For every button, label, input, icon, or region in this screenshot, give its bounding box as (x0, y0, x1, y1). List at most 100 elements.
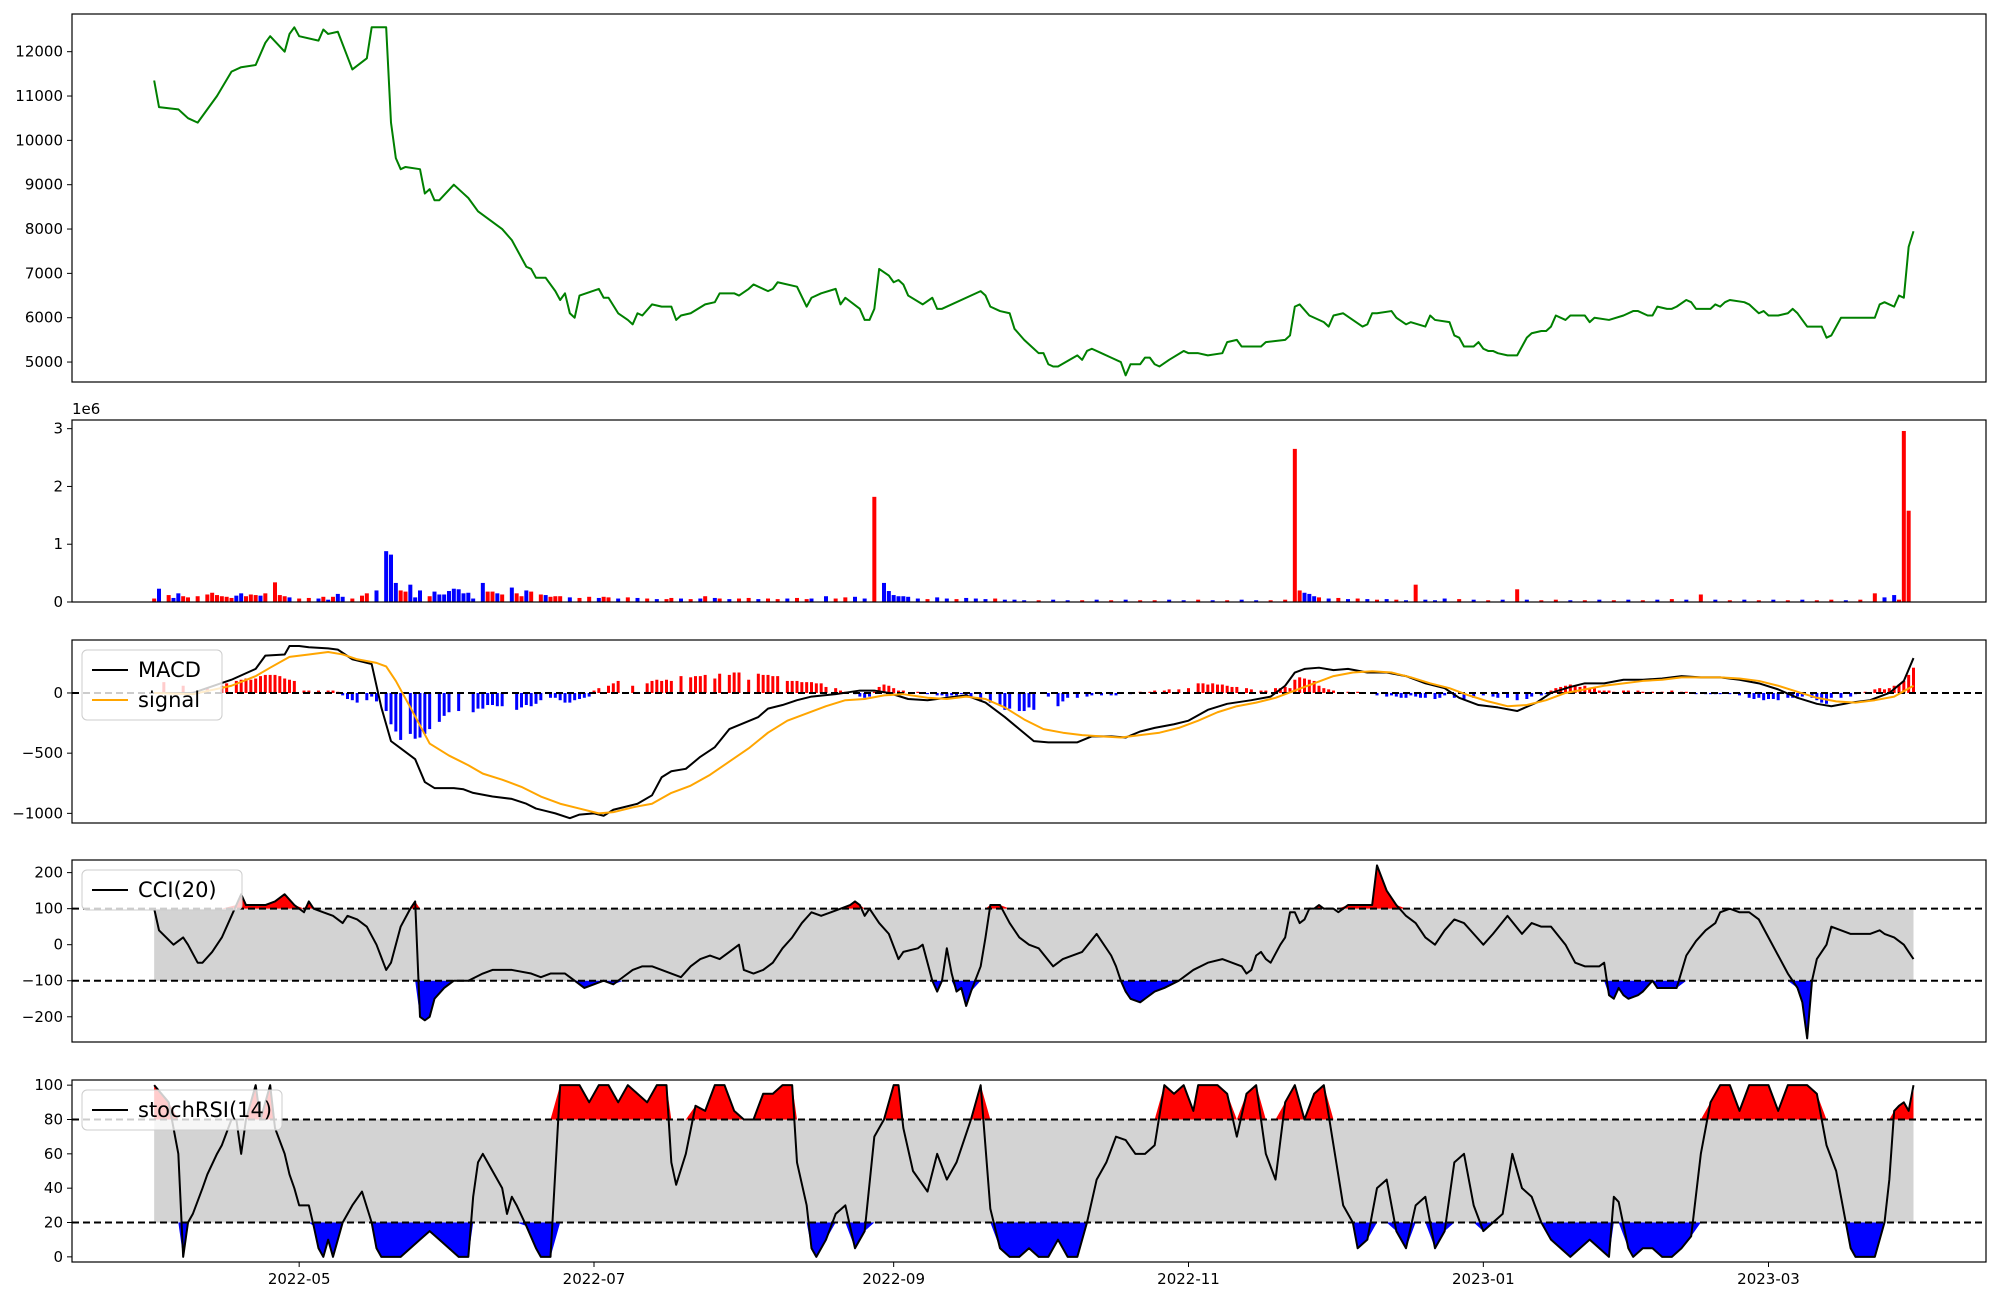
volume-bar (712, 597, 717, 602)
volume-bar (1080, 600, 1085, 602)
volume-bar (1442, 598, 1447, 602)
macd-histogram-bar (1259, 690, 1263, 693)
volume-bar (935, 597, 940, 602)
macd-histogram-bar (1061, 692, 1065, 702)
macd-panel: −1000 −500 0 MACD signal (12, 639, 1987, 824)
volume-bar (509, 587, 514, 602)
volume-bar (756, 599, 761, 602)
volume-bar (364, 593, 369, 602)
macd-plot-area (72, 645, 1986, 820)
stochrsi-legend: stochRSI(14) (81, 1089, 283, 1131)
macd-histogram-bar (399, 692, 403, 740)
volume-bar (853, 596, 857, 602)
volume-bar (843, 597, 848, 602)
macd-histogram-bar (959, 692, 963, 695)
macd-histogram-bar (1515, 692, 1519, 701)
macd-histogram-bar (408, 692, 412, 734)
volume-panel: 0 1 2 3 1e6 (53, 400, 1987, 611)
volume-bar (1906, 510, 1911, 602)
volume-bar (833, 598, 838, 602)
y-tick-label: 0 (53, 684, 63, 702)
volume-bar (234, 595, 239, 602)
macd-histogram-bar (732, 672, 736, 693)
macd-histogram-bar (940, 692, 944, 696)
macd-histogram-bar (1796, 692, 1799, 697)
macd-histogram-bar (1327, 689, 1331, 693)
macd-histogram-bar (988, 692, 992, 703)
volume-bar (335, 593, 340, 602)
macd-histogram-bar (553, 692, 557, 698)
volume-bar (316, 598, 321, 602)
volume-bar (804, 599, 809, 602)
macd-histogram-bar (703, 674, 707, 693)
macd-histogram-bar (244, 678, 248, 693)
macd-histogram-bar (1771, 692, 1775, 699)
macd-histogram-bar (1747, 692, 1751, 698)
volume-bar (1051, 599, 1056, 602)
macd-histogram-bar (1423, 692, 1427, 698)
macd-histogram-bar (1602, 690, 1606, 693)
volume-bar (398, 590, 403, 602)
macd-histogram-bar (1573, 685, 1577, 693)
legend-label: CCI(20) (138, 878, 217, 902)
macd-histogram-bar (756, 673, 760, 693)
volume-bar (1471, 599, 1476, 602)
macd-histogram-bar (1752, 692, 1756, 699)
legend-label: signal (138, 688, 200, 712)
macd-histogram-bar (302, 690, 306, 693)
volume-bar (514, 593, 519, 602)
volume-bar (1181, 600, 1186, 602)
volume-bar (442, 594, 447, 602)
volume-bar (1457, 599, 1462, 602)
macd-histogram-bar (718, 673, 722, 693)
macd-histogram-bar (1317, 685, 1321, 693)
macd-histogram-bar (800, 682, 804, 693)
volume-bar (1036, 600, 1041, 602)
macd-histogram-bar (1800, 692, 1804, 697)
legend-box (81, 869, 243, 911)
volume-bar (326, 599, 331, 602)
macd-histogram-bar (254, 678, 258, 693)
volume-bar (1346, 599, 1350, 602)
macd-histogram-bar (428, 692, 432, 730)
y-tick-label: 1 (53, 535, 63, 553)
macd-histogram-bar (771, 676, 775, 693)
volume-bar (567, 597, 572, 602)
macd-histogram-bar (457, 692, 461, 712)
volume-bar (466, 592, 471, 602)
macd-histogram-bar (1839, 692, 1843, 698)
macd-histogram-bar (529, 692, 533, 707)
volume-bar (437, 594, 442, 602)
macd-histogram-bar (249, 679, 253, 693)
macd-histogram-bar (694, 676, 697, 693)
volume-bar (1254, 600, 1259, 602)
volume-bar (1698, 594, 1703, 602)
macd-histogram-bar (824, 686, 828, 693)
volume-bar (239, 593, 244, 602)
volume-bar (1882, 597, 1887, 602)
y-tick-label: 7000 (25, 264, 63, 282)
y-tick-label: 100 (34, 900, 63, 918)
legend-box (81, 1089, 283, 1131)
volume-bar (461, 593, 466, 602)
macd-histogram-bar (1206, 684, 1210, 693)
macd-histogram-bar (1298, 677, 1302, 693)
volume-bar (427, 596, 432, 602)
macd-line (154, 645, 1915, 820)
macd-histogram-bar (263, 674, 267, 693)
y-tick-label: 60 (44, 1145, 63, 1163)
volume-bar (1423, 599, 1428, 602)
volume-bar (1892, 595, 1897, 602)
volume-bar (1210, 600, 1215, 602)
macd-histogram-bar (1375, 692, 1379, 696)
volume-bar (1742, 599, 1747, 602)
volume-bar (558, 596, 563, 602)
macd-histogram-bar (341, 692, 345, 696)
macd-histogram-bar (926, 692, 929, 695)
volume-bar (1433, 600, 1437, 602)
volume-bar (1684, 599, 1689, 602)
volume-bar (1065, 600, 1070, 602)
macd-histogram-bar (1568, 684, 1572, 693)
macd-histogram-bar (1307, 679, 1311, 693)
macd-histogram-bar (950, 692, 954, 696)
